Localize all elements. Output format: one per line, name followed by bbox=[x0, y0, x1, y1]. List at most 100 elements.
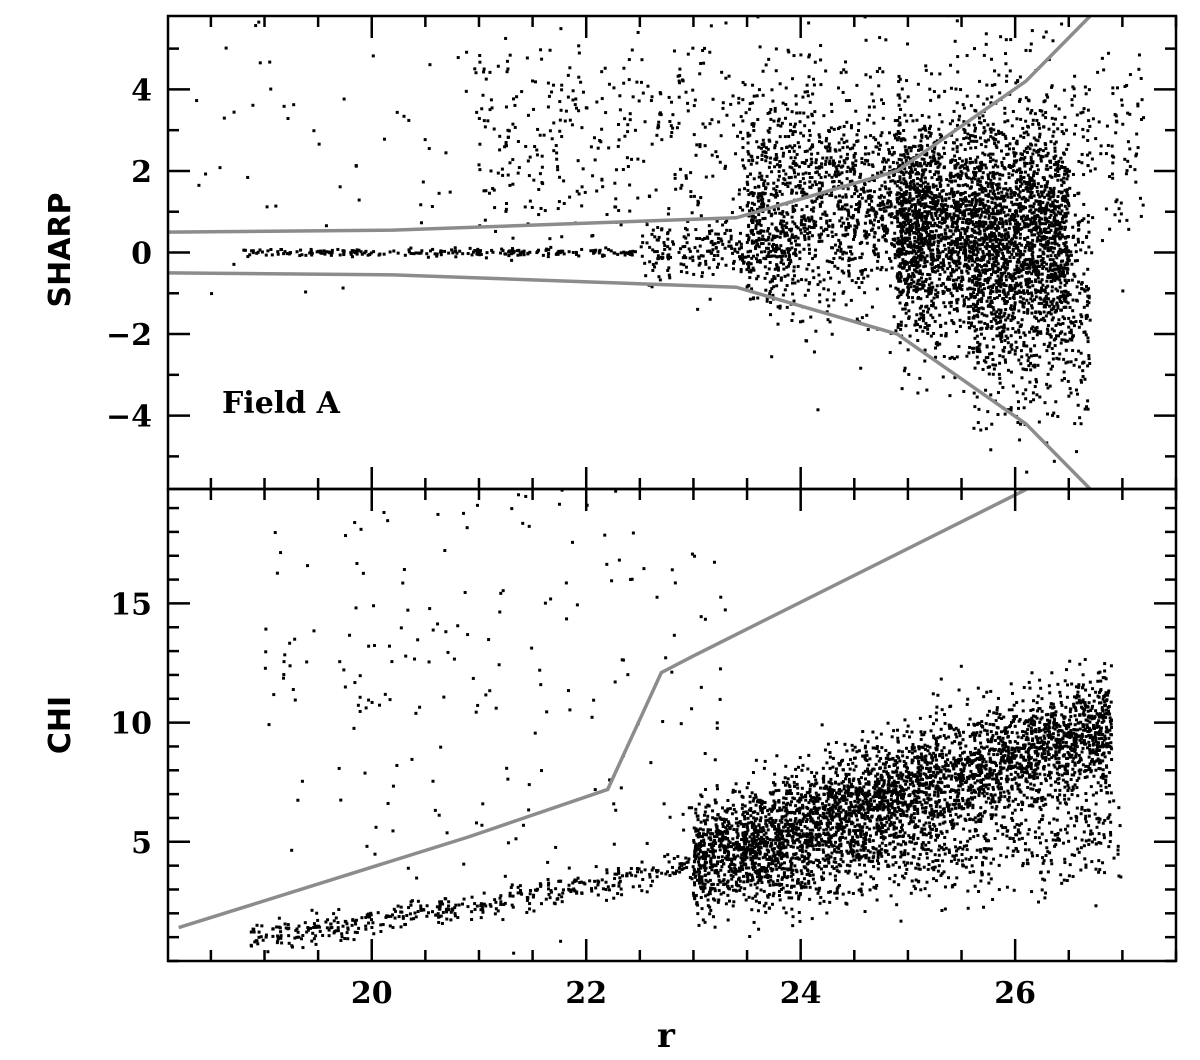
data-point bbox=[914, 290, 918, 294]
data-point bbox=[950, 252, 954, 256]
data-point bbox=[996, 253, 1000, 257]
data-point bbox=[975, 334, 979, 338]
data-point bbox=[255, 251, 259, 255]
data-point bbox=[732, 259, 736, 263]
data-point bbox=[924, 185, 928, 189]
data-point bbox=[1063, 225, 1067, 229]
data-point bbox=[1077, 365, 1081, 369]
data-point bbox=[593, 250, 597, 254]
data-point bbox=[944, 321, 948, 325]
data-point bbox=[666, 237, 670, 241]
data-point bbox=[957, 344, 961, 348]
data-point bbox=[792, 274, 796, 278]
data-point bbox=[1027, 277, 1031, 281]
data-point bbox=[867, 105, 871, 109]
data-point bbox=[993, 172, 997, 176]
data-point bbox=[750, 158, 754, 162]
data-point bbox=[905, 236, 909, 240]
data-point bbox=[1026, 292, 1030, 296]
data-point bbox=[916, 201, 920, 205]
data-point bbox=[925, 388, 929, 392]
data-point bbox=[748, 276, 752, 280]
data-point bbox=[951, 294, 955, 298]
data-point bbox=[1025, 217, 1029, 221]
data-point bbox=[1046, 151, 1050, 155]
data-point bbox=[947, 261, 951, 265]
data-point bbox=[774, 226, 778, 230]
data-point bbox=[992, 367, 996, 371]
data-point bbox=[796, 236, 800, 240]
data-point bbox=[998, 173, 1002, 177]
data-point bbox=[1008, 163, 1012, 167]
data-point bbox=[750, 201, 754, 205]
data-point bbox=[991, 209, 995, 213]
data-point bbox=[748, 297, 752, 301]
data-point bbox=[982, 206, 986, 210]
data-point bbox=[972, 316, 976, 320]
data-point bbox=[956, 162, 960, 166]
data-point bbox=[298, 254, 302, 258]
data-point bbox=[946, 275, 950, 279]
data-point bbox=[435, 254, 439, 258]
data-point bbox=[997, 182, 1001, 186]
data-point bbox=[981, 258, 985, 262]
data-point bbox=[784, 103, 788, 107]
data-point bbox=[1022, 195, 1026, 199]
data-point bbox=[962, 320, 966, 324]
data-point bbox=[898, 290, 902, 294]
data-point bbox=[971, 346, 975, 350]
data-point bbox=[1025, 214, 1029, 218]
data-point bbox=[1074, 388, 1078, 392]
data-point bbox=[778, 189, 782, 193]
data-point bbox=[967, 316, 971, 320]
data-point bbox=[998, 294, 1002, 298]
data-point bbox=[763, 150, 767, 154]
data-point bbox=[747, 223, 751, 227]
data-point bbox=[942, 210, 946, 214]
data-point bbox=[931, 285, 935, 289]
data-point bbox=[1077, 349, 1081, 353]
data-point bbox=[918, 264, 922, 268]
data-point bbox=[1039, 154, 1043, 158]
data-point bbox=[913, 239, 917, 243]
data-point bbox=[939, 239, 943, 243]
data-point bbox=[854, 203, 858, 207]
data-point bbox=[872, 179, 876, 183]
data-point bbox=[1056, 252, 1060, 256]
data-point bbox=[823, 210, 827, 214]
data-point bbox=[838, 256, 842, 260]
data-point bbox=[798, 228, 802, 232]
data-point bbox=[996, 269, 1000, 273]
data-point bbox=[1048, 215, 1052, 219]
data-point bbox=[880, 131, 884, 135]
data-point bbox=[884, 239, 888, 243]
data-point bbox=[908, 231, 912, 235]
data-point bbox=[948, 192, 952, 196]
data-point bbox=[1018, 180, 1022, 184]
data-point bbox=[981, 201, 985, 205]
data-point bbox=[774, 246, 778, 250]
data-point bbox=[1060, 122, 1064, 126]
data-point bbox=[915, 189, 919, 193]
data-point bbox=[1065, 167, 1069, 171]
data-point bbox=[930, 159, 934, 163]
data-point bbox=[995, 209, 999, 213]
data-point bbox=[607, 248, 611, 252]
data-point bbox=[1060, 290, 1064, 294]
data-point bbox=[1036, 331, 1040, 335]
data-point bbox=[915, 118, 919, 122]
data-point bbox=[844, 193, 848, 197]
data-point bbox=[859, 366, 863, 370]
data-point bbox=[546, 255, 550, 259]
data-point bbox=[567, 250, 571, 254]
data-point bbox=[818, 181, 822, 185]
data-point bbox=[1038, 355, 1042, 359]
data-point bbox=[931, 199, 935, 203]
data-point bbox=[850, 124, 854, 128]
data-point bbox=[396, 251, 400, 255]
data-point bbox=[846, 226, 850, 230]
data-point bbox=[1030, 252, 1034, 256]
data-point bbox=[926, 161, 930, 165]
data-point bbox=[1000, 335, 1004, 339]
data-point bbox=[1071, 309, 1075, 313]
